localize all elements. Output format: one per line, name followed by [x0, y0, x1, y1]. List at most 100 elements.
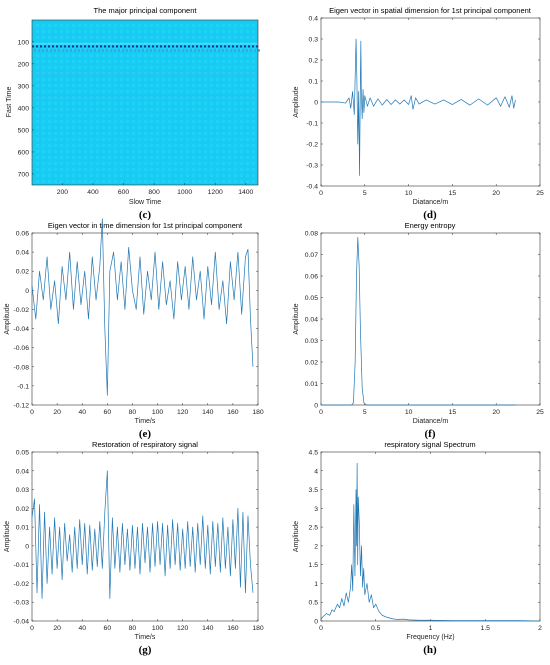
panel-e-caption: (e): [139, 428, 152, 440]
heatmap-band-cell: [102, 49, 104, 52]
heatmap-band-cell: [176, 45, 178, 48]
panel-c-ytick-label: 100: [18, 39, 30, 46]
panel-d-series-line: [321, 38, 516, 176]
panel-e-frame: [31, 232, 259, 406]
panel-g-ytick-label: 0.05: [16, 450, 29, 457]
panel-c-ytick-label: 400: [18, 105, 30, 112]
panel-h-frame: [320, 451, 541, 622]
panel-h-xlabel: Frequency (Hz): [406, 634, 454, 641]
heatmap-band-cell: [128, 45, 130, 48]
panel-c-xtick-label: 600: [118, 189, 130, 196]
panel-c-xtick-label: 200: [57, 189, 69, 196]
heatmap-band-cell: [66, 49, 68, 52]
panel-g-ytick-label: 0.04: [16, 468, 29, 475]
heatmap-band-cell: [38, 49, 40, 52]
heatmap-band-cell: [62, 49, 64, 52]
heatmap-band-cell: [212, 45, 214, 48]
heatmap-band-cell: [190, 49, 192, 52]
panel-g-title: Restoration of respiratory signal: [92, 440, 198, 449]
panel-g-xtick-label: 120: [177, 625, 189, 632]
heatmap-band-cell: [92, 45, 94, 48]
heatmap-band-cell: [184, 45, 186, 48]
panel-g-ytick-label: -0.03: [14, 600, 30, 607]
panel-f-caption: (f): [425, 428, 436, 440]
heatmap-band-cell: [76, 45, 78, 48]
panel-d-ylabel: Amplitude: [293, 86, 300, 117]
panel-d-xtick-label: 5: [363, 190, 367, 197]
heatmap-band-cell: [104, 45, 106, 48]
panel-d-ytick-label: -0.4: [306, 184, 318, 191]
heatmap-band-cell: [174, 49, 176, 52]
panel-h-title: respiratory signal Spectrum: [384, 440, 475, 449]
heatmap-band-cell: [150, 49, 152, 52]
heatmap-band-cell: [106, 49, 108, 52]
heatmap-band-cell: [252, 45, 254, 48]
panel-d-xtick-label: 10: [405, 190, 413, 197]
panel-c-x-ticks: 200 400 600 800 1000 1200 1400: [57, 183, 254, 196]
panel-e-xtick-label: 40: [78, 409, 86, 416]
panel-e-xtick-label: 60: [104, 409, 112, 416]
heatmap-band-cell: [82, 49, 84, 52]
heatmap-band-cell: [218, 49, 220, 52]
panel-f-ytick-label: 0.04: [305, 317, 318, 324]
panel-c-xlabel: Slow Time: [129, 199, 161, 206]
heatmap-band-cell: [86, 49, 88, 52]
heatmap-band-cell: [186, 49, 188, 52]
heatmap-band-cell: [64, 45, 66, 48]
heatmap-band-cell: [240, 45, 242, 48]
panel-d-ytick-label: 0.3: [309, 37, 319, 44]
heatmap-band-cell: [222, 49, 224, 52]
panel-e-ytick-label: 0.02: [16, 269, 29, 276]
panel-f-xtick-label: 10: [405, 409, 413, 416]
panel-e-ytick-label: 0: [25, 288, 29, 295]
panel-g-xtick-label: 100: [152, 625, 164, 632]
panel-d-ytick-label: -0.1: [306, 121, 318, 128]
panel-c-xtick-label: 400: [87, 189, 99, 196]
panel-e-xtick-label: 180: [252, 409, 264, 416]
heatmap-band: [32, 43, 258, 45]
panel-e-xlabel: Time/s: [135, 418, 156, 425]
heatmap-band-cell: [112, 45, 114, 48]
panel-h-series-line: [320, 462, 541, 622]
panel-c-ytick-label: 500: [18, 127, 30, 134]
heatmap-band-cell: [48, 45, 50, 48]
panel-f-xlabel: Diatance/m: [413, 418, 449, 425]
heatmap-band-cell: [236, 45, 238, 48]
panel-h-ytick-label: 3.5: [309, 487, 319, 494]
heatmap-band-cell: [146, 49, 148, 52]
panel-e-ytick-label: -0.1: [17, 383, 29, 390]
panel-h-ytick-label: 1: [314, 581, 318, 588]
heatmap-band-cell: [56, 45, 58, 48]
heatmap-band-cell: [202, 49, 204, 52]
panel-h-ytick-label: 1.5: [309, 562, 319, 569]
panel-e-xtick-label: 120: [177, 409, 189, 416]
heatmap-band-cell: [68, 45, 70, 48]
panel-h-ytick-label: 0.5: [309, 600, 319, 607]
panel-h-caption: (h): [423, 644, 437, 656]
panel-e-ylabel: Amplitude: [4, 303, 11, 334]
panel-f-xtick-label: 5: [363, 409, 367, 416]
heatmap-band-cell: [94, 49, 96, 52]
heatmap-band-cell: [36, 45, 38, 48]
panel-g-ytick-label: 0.01: [16, 525, 29, 532]
panel-c-xtick-label: 1200: [208, 189, 223, 196]
heatmap-band-cell: [156, 45, 158, 48]
panel-g-ytick-label: 0: [25, 543, 29, 550]
panel-d-xtick-label: 20: [492, 190, 500, 197]
heatmap-band-cell: [198, 49, 200, 52]
panel-d-title: Eigen vector in spatial dimension for 1s…: [329, 6, 532, 15]
heatmap-band-cell: [78, 49, 80, 52]
heatmap-band-cell: [244, 45, 246, 48]
heatmap-band-cell: [256, 45, 258, 48]
panel-d-ytick-label: -0.2: [306, 142, 318, 149]
panel-e-series-line: [31, 218, 254, 396]
heatmap-band-cell: [126, 49, 128, 52]
panel-f-ytick-label: 0.03: [305, 338, 318, 345]
heatmap-band-cell: [108, 45, 110, 48]
heatmap-band-cell: [100, 45, 102, 48]
panel-h-ytick-label: 2: [314, 543, 318, 550]
heatmap-band-cell: [50, 49, 52, 52]
heatmap-band-cell: [188, 45, 190, 48]
heatmap-band-cell: [234, 49, 236, 52]
